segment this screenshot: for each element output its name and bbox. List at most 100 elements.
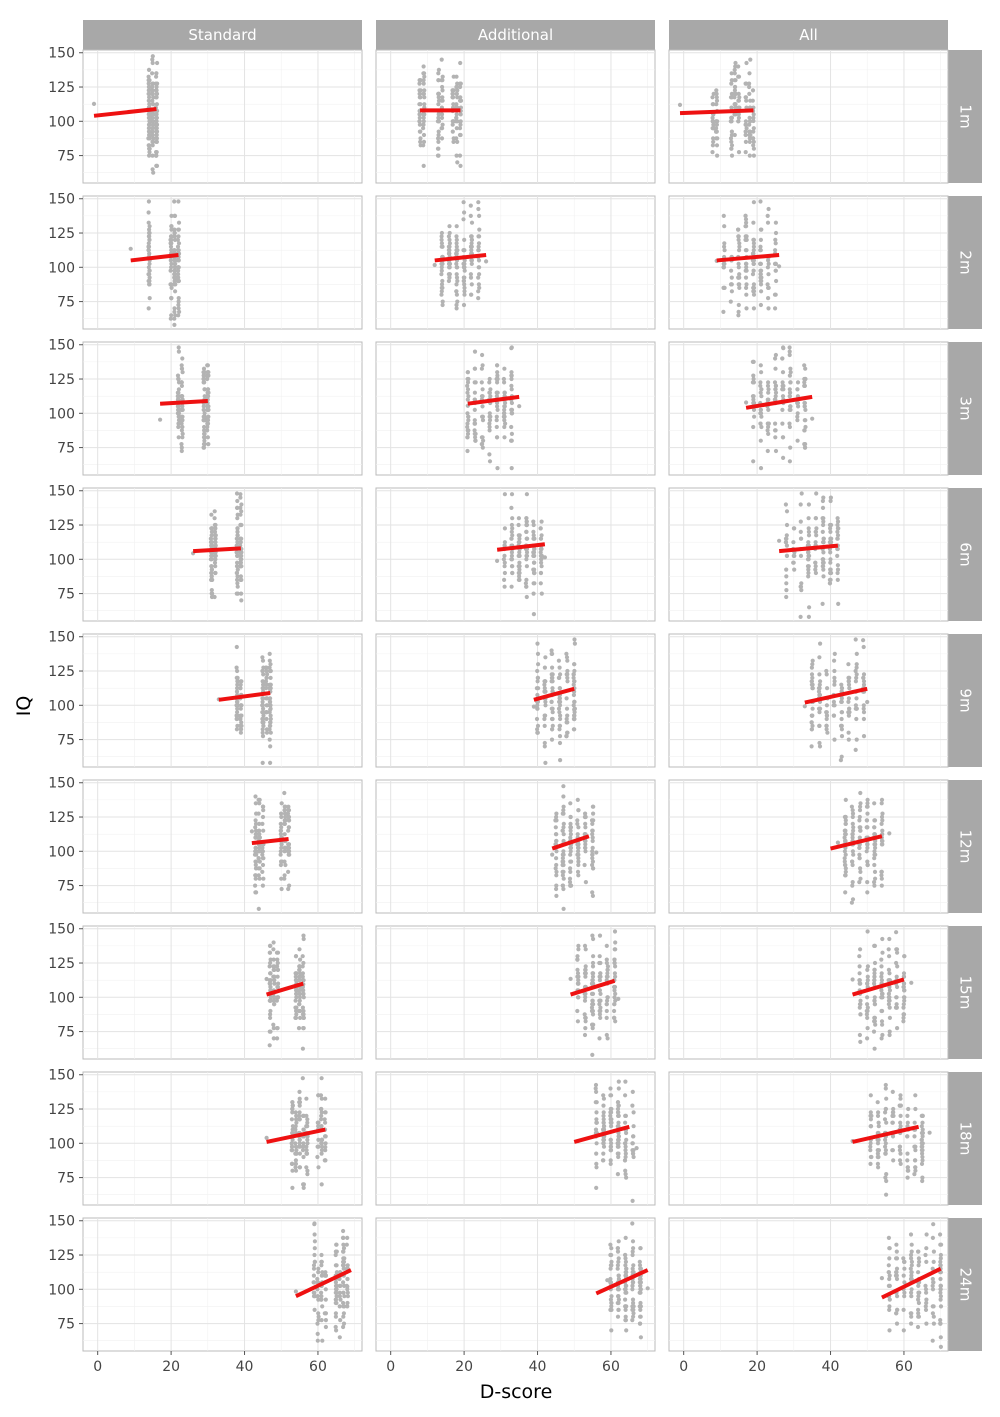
data-point xyxy=(817,672,822,677)
data-point xyxy=(857,981,862,986)
data-point xyxy=(297,1137,302,1142)
data-point xyxy=(751,129,756,134)
data-point xyxy=(469,237,474,242)
data-point xyxy=(462,261,467,266)
data-point xyxy=(465,435,470,440)
data-point xyxy=(623,1259,629,1264)
data-point xyxy=(766,380,771,385)
data-point xyxy=(455,299,460,304)
data-point xyxy=(721,213,726,218)
data-point xyxy=(604,974,610,979)
data-point xyxy=(516,516,522,521)
data-point xyxy=(880,842,885,847)
data-point xyxy=(509,431,514,436)
data-point xyxy=(297,971,303,976)
data-point xyxy=(721,265,726,270)
data-point xyxy=(615,1314,621,1319)
data-point xyxy=(809,665,815,670)
data-point xyxy=(858,790,863,796)
data-point xyxy=(557,703,563,708)
data-point xyxy=(847,686,852,691)
data-point xyxy=(912,1134,917,1139)
data-point xyxy=(454,306,459,311)
data-point xyxy=(583,811,588,816)
row-strip xyxy=(948,196,982,329)
data-point xyxy=(169,224,174,229)
data-point xyxy=(234,716,239,722)
data-point xyxy=(257,801,262,806)
data-point xyxy=(176,349,181,354)
data-point xyxy=(604,943,609,949)
data-point xyxy=(301,995,306,1000)
data-point xyxy=(235,682,240,687)
data-point xyxy=(865,964,871,969)
data-point xyxy=(539,553,544,559)
data-point xyxy=(828,526,833,531)
data-point xyxy=(168,244,174,249)
data-point xyxy=(568,814,573,820)
data-point xyxy=(572,637,577,642)
data-point xyxy=(576,859,581,864)
data-point xyxy=(875,1141,881,1146)
data-point xyxy=(631,1110,636,1115)
x-tick-label: 20 xyxy=(162,1359,180,1375)
data-point xyxy=(301,1144,306,1149)
data-point xyxy=(147,268,152,273)
data-point xyxy=(305,1172,310,1177)
data-point xyxy=(710,102,715,107)
data-point xyxy=(820,529,825,535)
data-point xyxy=(208,540,214,545)
data-point xyxy=(212,522,217,528)
data-point xyxy=(146,136,151,141)
data-point xyxy=(177,309,182,314)
data-point xyxy=(608,1297,614,1302)
data-point xyxy=(729,78,734,83)
data-point xyxy=(729,91,735,96)
data-point xyxy=(916,1263,921,1268)
data-point xyxy=(300,971,305,976)
data-point xyxy=(803,418,808,423)
data-point xyxy=(876,1154,881,1160)
data-point xyxy=(612,960,617,966)
data-point xyxy=(886,967,892,973)
data-point xyxy=(235,540,240,545)
data-point xyxy=(909,1256,914,1261)
data-point xyxy=(172,230,177,236)
data-point xyxy=(894,960,899,966)
data-point xyxy=(421,132,427,138)
data-point xyxy=(747,132,752,138)
data-point xyxy=(920,1154,925,1160)
data-point xyxy=(594,1161,599,1166)
data-point xyxy=(623,1113,629,1118)
data-point xyxy=(476,241,482,246)
data-point xyxy=(238,577,243,583)
data-point xyxy=(146,84,151,90)
data-point xyxy=(623,1270,629,1275)
x-tick-label: 60 xyxy=(895,1359,913,1375)
data-point xyxy=(256,866,261,871)
data-point xyxy=(576,978,581,983)
data-point xyxy=(788,370,793,375)
data-point xyxy=(495,373,500,378)
data-point xyxy=(631,1314,636,1319)
data-point xyxy=(806,533,812,538)
data-point xyxy=(539,564,544,569)
data-point xyxy=(235,584,240,589)
data-point xyxy=(502,366,507,371)
data-point xyxy=(206,442,211,447)
data-point xyxy=(850,832,855,837)
data-point xyxy=(301,1015,306,1021)
data-point xyxy=(293,954,299,959)
data-point xyxy=(454,244,459,249)
data-point xyxy=(594,1141,599,1146)
data-point xyxy=(902,1280,907,1285)
data-point xyxy=(615,1249,621,1254)
data-point xyxy=(278,849,283,854)
data-point xyxy=(613,991,618,997)
data-point xyxy=(271,940,276,945)
data-point xyxy=(836,601,841,607)
y-tick-label: 75 xyxy=(57,587,75,603)
data-point xyxy=(446,248,451,253)
data-point xyxy=(832,737,837,742)
data-point xyxy=(333,1287,339,1292)
